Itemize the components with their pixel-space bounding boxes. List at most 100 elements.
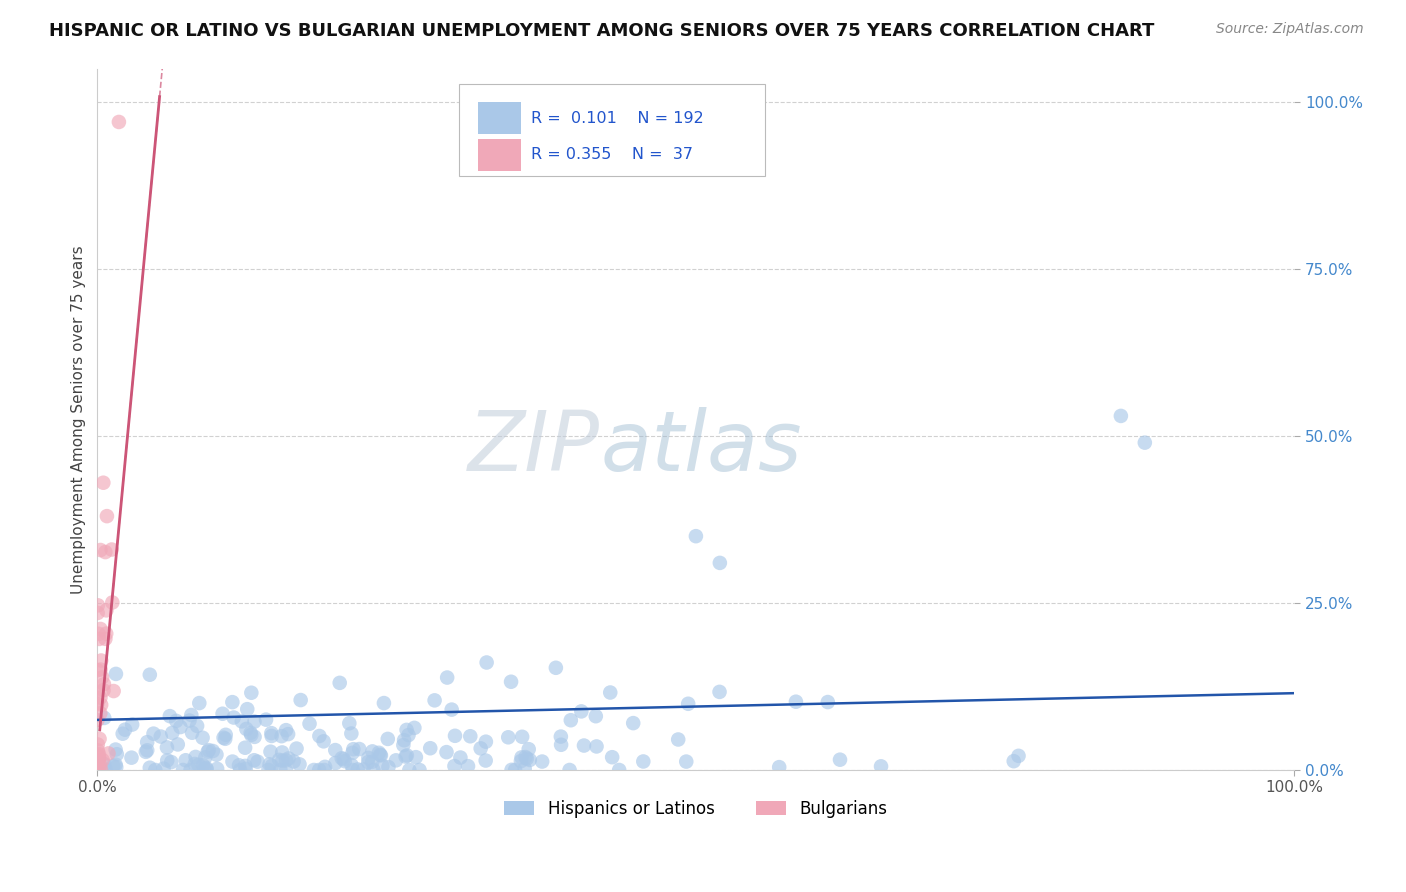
Point [89,632,111,646]
Point [271,754,294,768]
Point [544,661,567,675]
Point [870,759,893,773]
Point [1109,409,1132,423]
Point [269,753,291,767]
Point [94,632,117,646]
Point [221,755,243,769]
Point [86,606,108,620]
Point [191,731,214,745]
Point [101,595,124,609]
Point [474,754,496,768]
Point [104,757,127,772]
Point [363,763,385,777]
Point [166,738,188,752]
Point [96,626,118,640]
Point [277,727,299,741]
Point [398,763,420,777]
Point [87,748,110,763]
Point [260,726,283,740]
Point [174,753,197,767]
Point [367,746,389,760]
Point [191,758,214,772]
Point [89,543,111,558]
Y-axis label: Unemployment Among Seniors over 75 years: Unemployment Among Seniors over 75 years [72,245,86,593]
Point [90,763,112,777]
Point [240,728,263,742]
Point [404,721,426,735]
Point [180,763,202,777]
Point [121,717,143,731]
Point [108,115,131,129]
Point [274,723,297,738]
Point [91,753,114,767]
Point [288,757,311,772]
Text: HISPANIC OR LATINO VS BULGARIAN UNEMPLOYMENT AMONG SENIORS OVER 75 YEARS CORRELA: HISPANIC OR LATINO VS BULGARIAN UNEMPLOY… [49,22,1154,40]
Point [436,745,458,759]
Point [246,755,269,769]
Point [86,759,108,773]
Point [195,763,218,777]
Point [87,743,110,757]
Point [111,727,134,741]
Point [240,686,263,700]
Point [666,732,689,747]
Point [274,753,297,767]
Point [768,760,790,774]
Point [260,729,283,743]
Point [86,713,108,727]
Point [160,755,183,769]
Point [385,753,408,767]
FancyBboxPatch shape [478,103,522,135]
Point [201,744,224,758]
Point [152,762,174,776]
Point [89,758,111,772]
Point [181,725,204,739]
Point [195,761,218,775]
Point [531,755,554,769]
Point [470,741,492,756]
Point [1133,435,1156,450]
Point [135,745,157,759]
Point [333,754,356,768]
Point [572,739,595,753]
Point [96,509,118,524]
Point [342,746,364,760]
Point [187,758,209,772]
Point [423,693,446,707]
Point [236,702,259,716]
Point [86,683,108,698]
Point [90,698,112,712]
Point [392,738,415,752]
Point [114,723,136,737]
Point [215,728,238,742]
Point [314,763,336,777]
Point [222,710,245,724]
Point [86,663,108,677]
Point [229,763,252,777]
Point [444,729,467,743]
FancyBboxPatch shape [458,84,765,176]
Point [709,685,731,699]
Point [235,722,257,736]
Point [193,762,215,776]
Point [139,667,162,681]
Point [349,742,371,756]
Point [357,751,380,765]
Point [516,751,538,765]
Point [394,749,416,764]
Point [179,714,201,728]
Point [87,599,110,613]
Point [103,759,125,773]
Point [368,747,391,762]
Point [405,750,427,764]
Point [96,603,118,617]
Point [86,697,108,711]
Point [93,757,115,772]
Point [89,690,111,705]
Point [709,556,731,570]
Point [87,747,110,762]
Point [93,711,115,725]
Point [361,744,384,758]
Point [105,747,128,762]
Point [214,731,236,746]
